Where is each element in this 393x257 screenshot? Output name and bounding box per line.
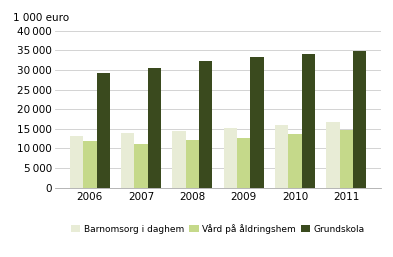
Bar (83, 141, 97, 188)
Legend: Barnomsorg i daghem, Vård på åldringshem, Grundskola: Barnomsorg i daghem, Vård på åldringshem… (68, 220, 369, 237)
Bar (250, 57, 264, 188)
Bar (186, 140, 199, 188)
Bar (353, 51, 366, 188)
Text: 1 000 euro: 1 000 euro (13, 13, 69, 23)
Bar (275, 125, 288, 188)
Bar (173, 131, 186, 188)
Bar (302, 54, 315, 188)
Bar (97, 73, 110, 188)
Bar (340, 130, 353, 188)
Bar (326, 122, 340, 188)
Bar (70, 136, 83, 188)
Bar (134, 144, 148, 188)
Bar (199, 61, 213, 188)
Bar (121, 133, 134, 188)
Bar (224, 128, 237, 188)
Bar (148, 68, 161, 188)
Bar (288, 134, 302, 188)
Bar (237, 138, 250, 188)
